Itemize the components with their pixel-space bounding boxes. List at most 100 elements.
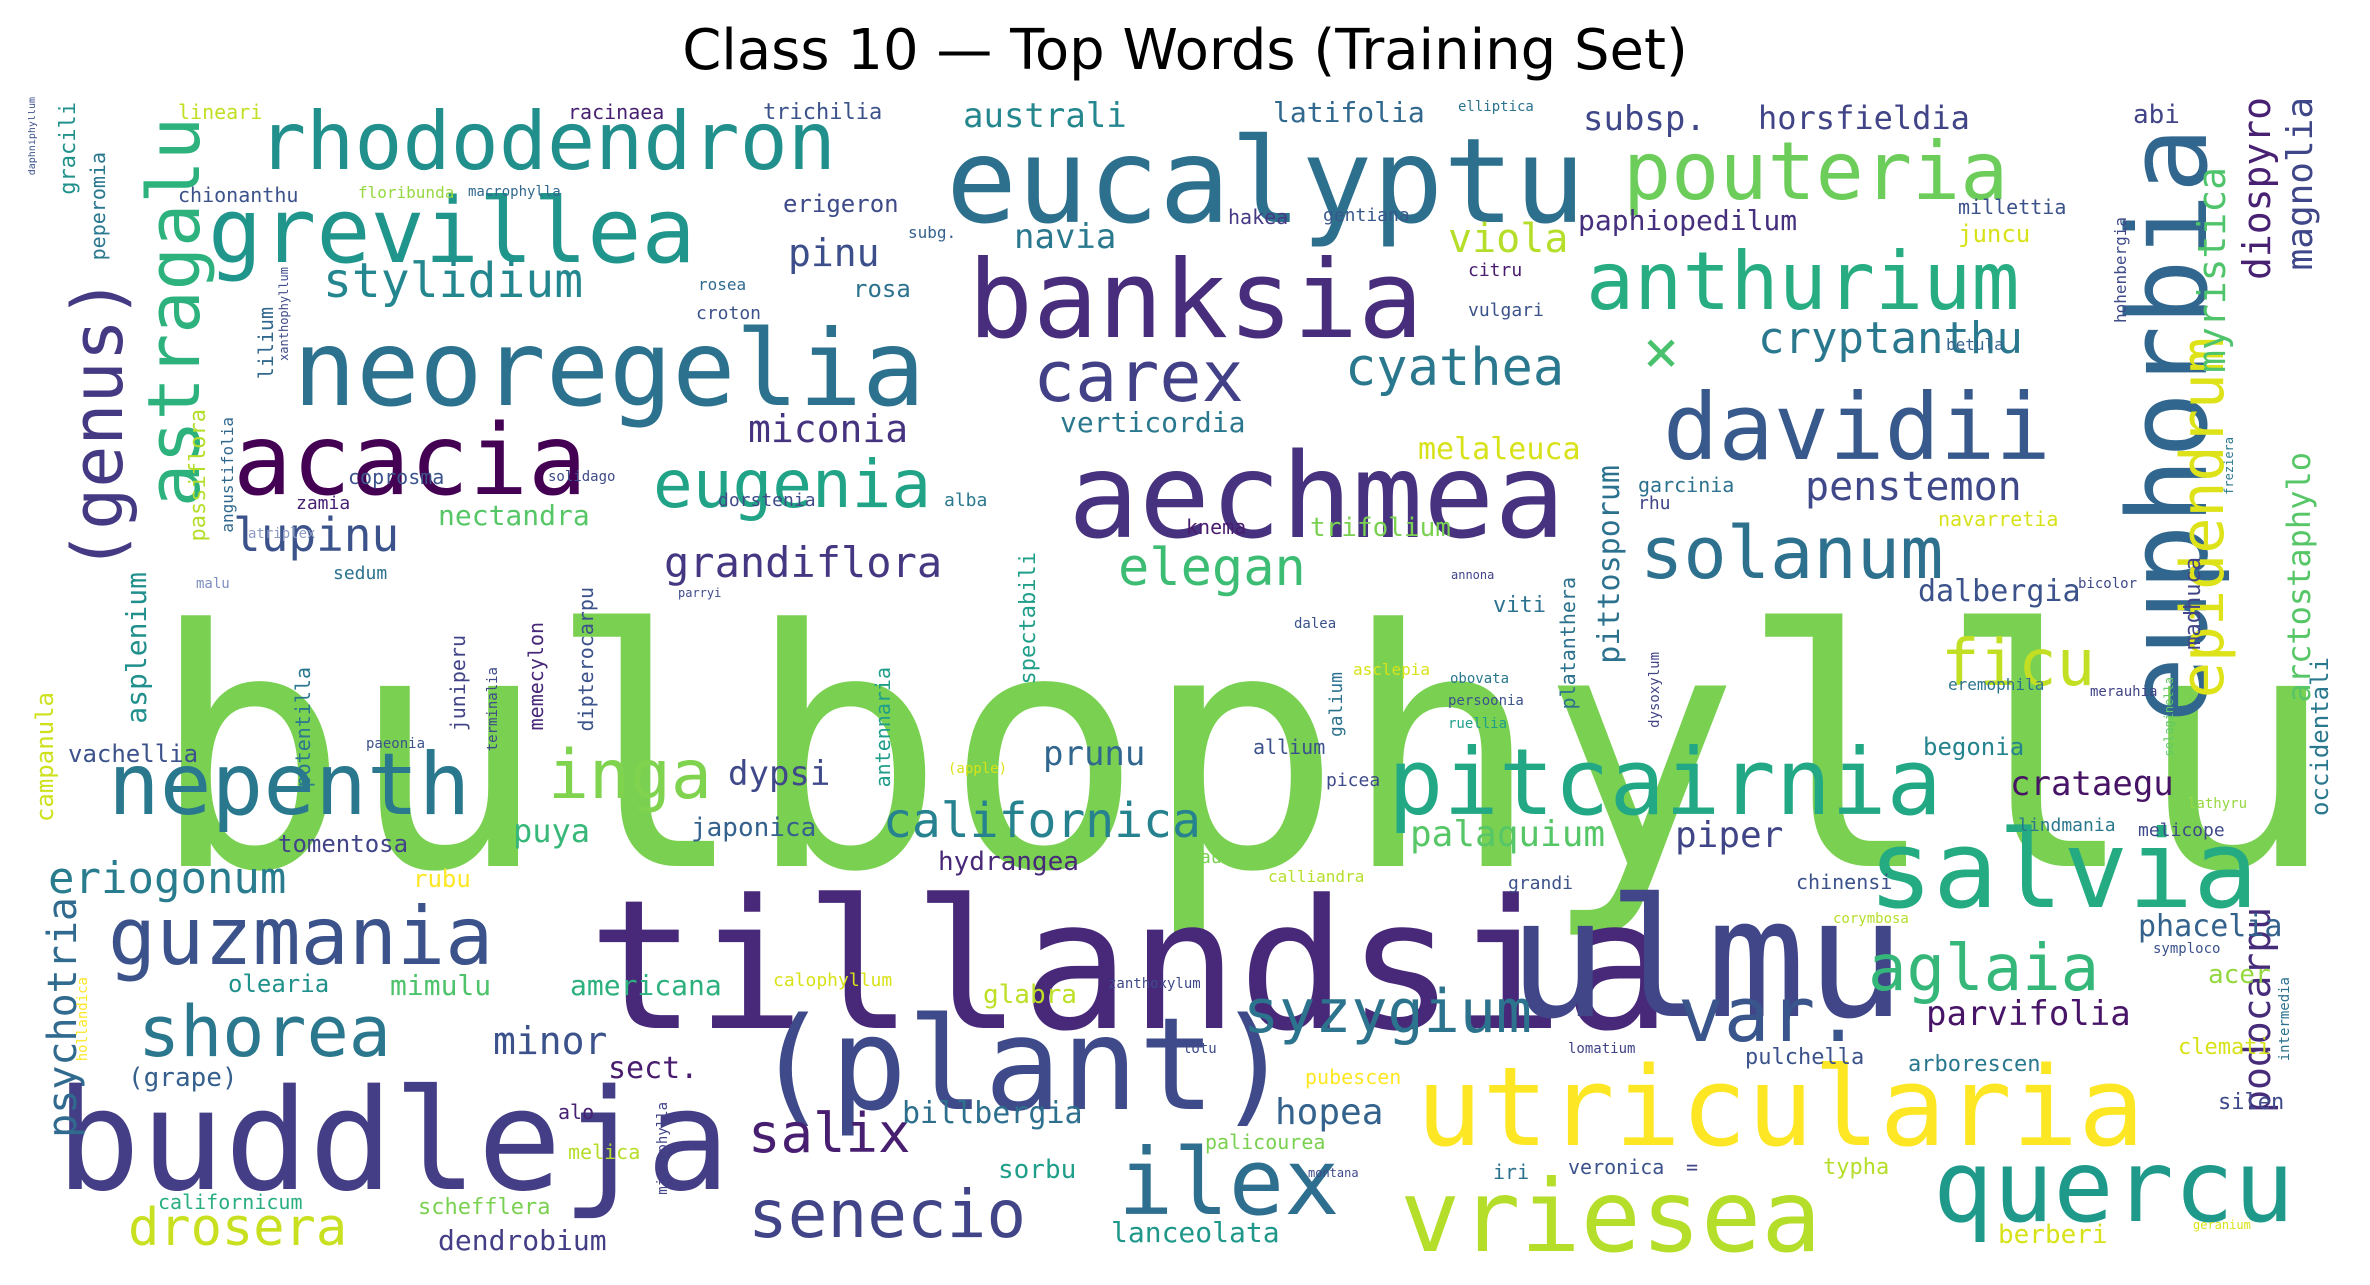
word-129: garcinia	[1638, 473, 1735, 497]
word-21: guzmania	[108, 890, 494, 983]
word-122: floribunda	[358, 183, 455, 202]
word-0: bulbophyllum	[150, 560, 2348, 944]
word-175: zanthoxylum	[1108, 976, 1201, 992]
word-35: ficu	[1941, 627, 2096, 701]
word-17: grevillea	[208, 179, 696, 284]
word-143: xanthophyllum	[277, 267, 291, 361]
word-153: obovata	[1450, 671, 1510, 687]
word-5: aechmea	[1068, 427, 1566, 565]
word-144: atriplex	[248, 526, 316, 542]
word-120: peperomia	[86, 152, 110, 261]
word-107: tomentosa	[278, 830, 409, 858]
word-109: schefflera	[418, 1195, 551, 1220]
word-191: paeonia	[366, 736, 426, 752]
word-73: verticordia	[1060, 406, 1246, 439]
word-114: millettia	[1958, 195, 2067, 219]
word-6: eucalyptu	[946, 112, 1586, 250]
word-20: nepenth	[108, 735, 471, 835]
word-80: latifolia	[1273, 97, 1425, 129]
word-46: cryptanthu	[1758, 313, 2023, 364]
word-94: lanceolata	[1111, 1216, 1280, 1249]
word-111: juncu	[1958, 220, 2031, 248]
word-12: vriesea	[1400, 1158, 1822, 1258]
word-182: veronica	[1568, 1155, 1665, 1179]
word-15: ilex	[1118, 1129, 1340, 1236]
word-187: microphylla	[655, 1102, 671, 1195]
word-22: anthurium	[1586, 235, 2020, 328]
word-97: campanula	[31, 692, 59, 823]
word-101: navarretia	[1938, 507, 2059, 531]
word-196: antennaria	[871, 667, 895, 788]
word-83: (grape)	[128, 1063, 238, 1093]
word-169: lindmania	[2018, 815, 2116, 836]
word-132: alba	[944, 490, 988, 511]
word-78: mimulu	[390, 969, 492, 1002]
word-110: californicum	[158, 1190, 303, 1214]
word-26: var.	[1678, 970, 1862, 1059]
word-199: dysoxylum	[1647, 652, 1663, 728]
word-43: eriogonum	[48, 853, 287, 904]
word-119: gracili	[56, 102, 81, 195]
word-41: cyathea	[1345, 338, 1565, 398]
word-174: calophyllum	[773, 970, 893, 991]
word-14: pitcairnia	[1388, 729, 1942, 836]
word-156: eremophila	[1948, 675, 2045, 694]
word-77: pittosporum	[1592, 465, 1627, 664]
word-100: rosa	[853, 275, 911, 303]
word-140: dorstenia	[718, 490, 816, 511]
word-142: angustifolia	[218, 417, 237, 533]
word-50: myristica	[2190, 167, 2234, 373]
word-134: rosea	[698, 275, 747, 294]
word-4: (plant)	[753, 991, 1293, 1140]
word-98: spectabili	[1016, 552, 1041, 685]
word-160: geranium	[2193, 1218, 2251, 1232]
word-141: passiflora	[186, 409, 211, 542]
word-186: melica	[568, 1140, 641, 1164]
word-28: shorea	[138, 991, 391, 1073]
word-38: drosera	[128, 1198, 348, 1257]
word-64: australi	[963, 97, 1127, 136]
word-161: freziera	[2222, 437, 2236, 495]
word-31: eugenia	[653, 446, 932, 523]
word-93: vachellia	[68, 740, 199, 768]
word-13: quercu	[1933, 1128, 2295, 1245]
word-198: galium	[1326, 672, 1347, 738]
word-92: olearia	[228, 970, 330, 998]
word-146: sedum	[333, 563, 388, 584]
word-164: picea	[1326, 770, 1381, 791]
word-62: dypsi	[728, 754, 831, 794]
word-158: selaginella	[2162, 677, 2176, 757]
word-154: persoonia	[1448, 693, 1524, 709]
word-159: intermedia	[2277, 977, 2293, 1062]
word-54: miconia	[748, 407, 909, 451]
word-47: grandiflora	[664, 538, 943, 587]
word-10: salvia	[1868, 808, 2259, 933]
word-157: merauhia	[2090, 684, 2158, 700]
word-189: (apple)	[948, 761, 1008, 777]
word-171: lathyru	[2188, 796, 2248, 812]
word-167: grandi	[1508, 873, 1574, 894]
word-69: dalbergia	[1918, 574, 2081, 609]
word-133: croton	[696, 303, 762, 324]
word-131: knema	[1186, 515, 1247, 539]
word-37: salix	[748, 1102, 911, 1165]
word-183: =	[1686, 1155, 1699, 1179]
word-68: horsfieldia	[1758, 99, 1970, 137]
word-123: macrophylla	[468, 184, 561, 200]
word-177: lomatium	[1568, 1041, 1636, 1057]
word-124: hakea	[1228, 205, 1289, 229]
word-72: melaleuca	[1418, 432, 1581, 467]
word-19: davidii	[1663, 374, 2051, 481]
word-67: subsp.	[1583, 99, 1706, 139]
word-118: lineari	[178, 100, 263, 124]
word-190: potentilla	[291, 667, 315, 788]
word-52: magnolia	[2280, 97, 2321, 271]
word-176: lotu	[1183, 1041, 1217, 1057]
word-27: senecio	[748, 1176, 1027, 1253]
word-49: penstemon	[1805, 464, 2022, 510]
word-71: phacelia	[2138, 909, 2283, 944]
word-82: trifolium	[1310, 513, 1451, 543]
word-155: ruellia	[1448, 716, 1508, 732]
word-125: gentiana	[1323, 205, 1410, 226]
word-121: chionanthu	[178, 183, 299, 207]
